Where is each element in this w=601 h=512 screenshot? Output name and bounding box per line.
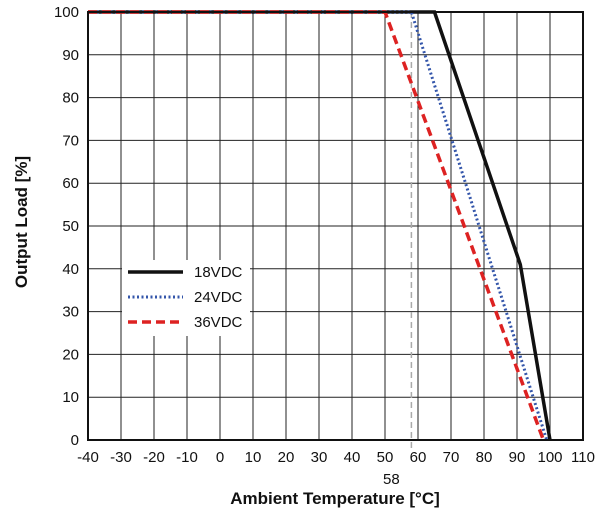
legend-label-24vdc: 24VDC <box>194 289 243 306</box>
x-tick-label: 30 <box>311 449 328 466</box>
legend-label-18vdc: 18VDC <box>194 264 243 281</box>
x-tick-label: 60 <box>410 449 427 466</box>
y-tick-label: 30 <box>62 304 79 321</box>
y-tick-label: 10 <box>62 389 79 406</box>
y-tick-label: 90 <box>62 47 79 64</box>
x-tick-label: 70 <box>443 449 460 466</box>
x-tick-label: 50 <box>377 449 394 466</box>
y-axis-title: Output Load [%] <box>12 156 31 288</box>
y-tick-labels: 0 10 20 30 40 50 60 70 80 90 100 <box>54 4 79 449</box>
y-tick-label: 80 <box>62 90 79 107</box>
reference-line-label: 58 <box>383 471 400 488</box>
y-tick-label: 40 <box>62 261 79 278</box>
x-tick-label: 90 <box>509 449 526 466</box>
plot-frame <box>87 11 584 441</box>
y-tick-label: 60 <box>62 175 79 192</box>
y-tick-label: 100 <box>54 4 79 21</box>
y-tick-label: 70 <box>62 132 79 149</box>
x-tick-label: 20 <box>278 449 295 466</box>
series-line-24vdc <box>88 10 549 441</box>
x-tick-label: -40 <box>77 449 99 466</box>
x-tick-label: 10 <box>245 449 262 466</box>
legend: 18VDC 24VDC 36VDC <box>122 260 250 336</box>
x-tick-label: -10 <box>176 449 198 466</box>
legend-label-36vdc: 36VDC <box>194 314 243 331</box>
x-tick-label: 0 <box>216 449 224 466</box>
y-tick-label: 0 <box>71 432 79 449</box>
x-tick-label: 80 <box>476 449 493 466</box>
reference-line-group: 58 <box>383 12 413 488</box>
x-axis-title: Ambient Temperature [°C] <box>230 489 440 508</box>
x-tick-label: 110 <box>571 449 595 466</box>
y-tick-label: 50 <box>62 218 79 235</box>
x-tick-label: 100 <box>537 449 562 466</box>
y-tick-label: 20 <box>62 346 79 363</box>
x-tick-label: -20 <box>143 449 165 466</box>
x-tick-label: -30 <box>110 449 132 466</box>
x-tick-labels: -40 -30 -20 -10 0 10 20 30 40 50 60 70 80 90 100 110 <box>77 449 595 466</box>
x-tick-label: 40 <box>344 449 361 466</box>
